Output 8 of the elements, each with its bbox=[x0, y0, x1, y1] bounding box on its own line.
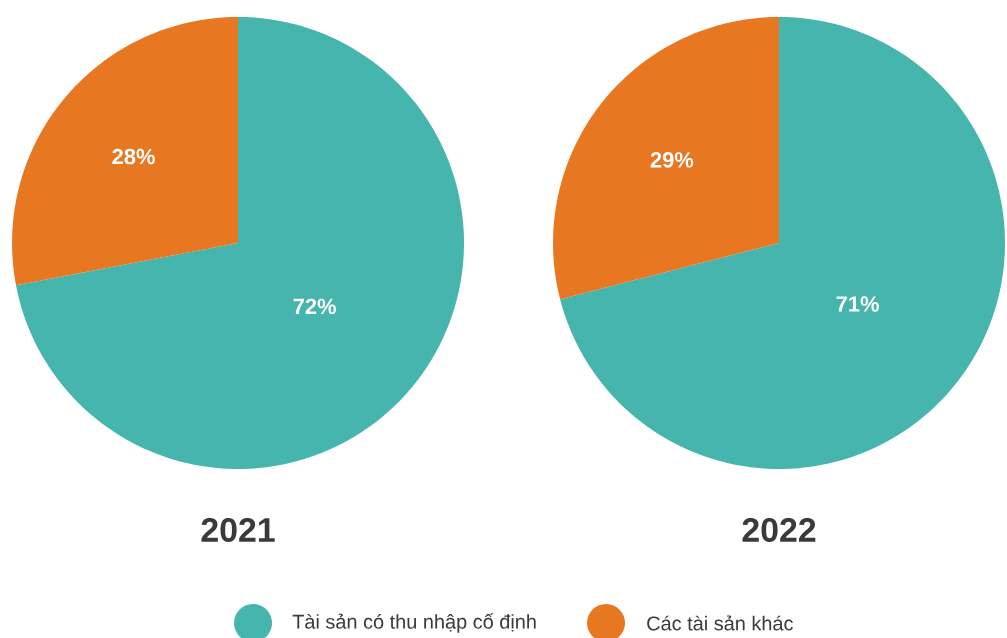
data-label: 72% bbox=[293, 298, 336, 315]
legend-label: Tài sản có thu nhập cố định bbox=[292, 613, 536, 633]
data-label: 29% bbox=[650, 152, 694, 168]
text: 2022 bbox=[742, 517, 816, 542]
legend-label: Các tài sản khác bbox=[647, 615, 793, 631]
data-label: 71% bbox=[836, 296, 879, 312]
text: 2021 bbox=[201, 517, 275, 542]
data-label: 28% bbox=[112, 148, 155, 165]
